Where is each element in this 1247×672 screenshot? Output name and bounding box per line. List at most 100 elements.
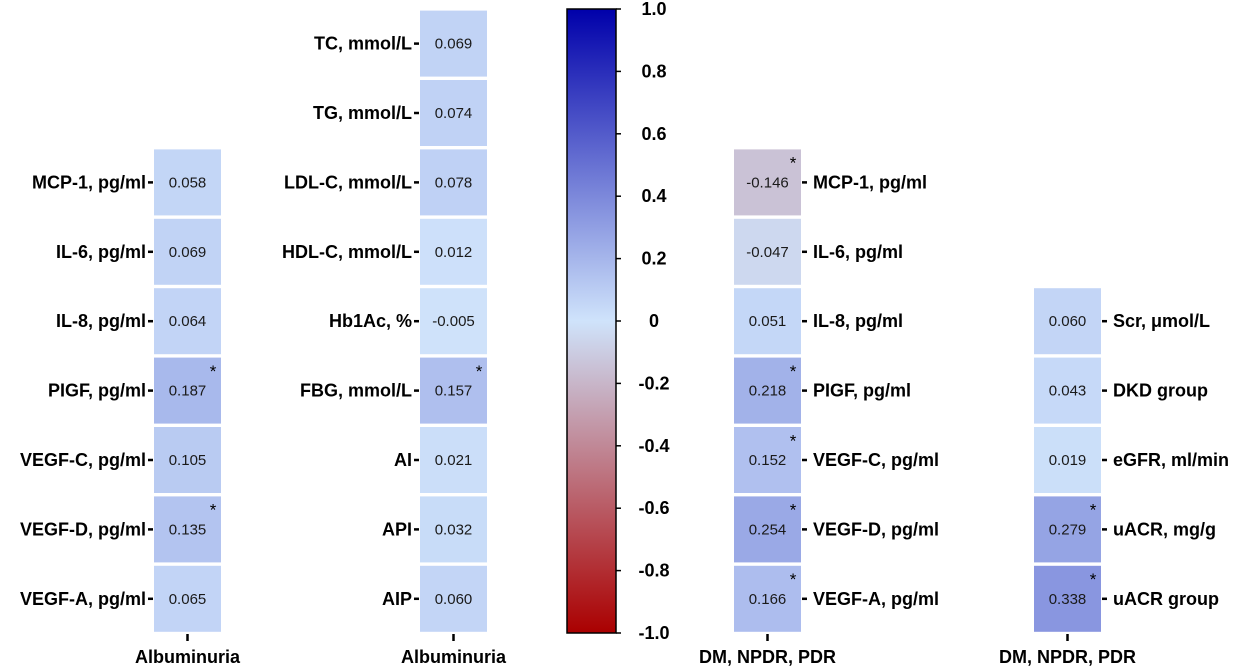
cell-value: 0.019: [1049, 452, 1087, 469]
x-axis-label: DM, NPDR, PDR: [999, 647, 1136, 667]
heatmap-cell: [154, 218, 221, 285]
colorbar-tick-label: 0: [649, 311, 659, 331]
colorbar: 1.0 0.8 0.6 0.4 0.2 0 -0.2 -0.4 -0.6 -0.8 -1.0: [566, 0, 670, 643]
cell-value: 0.279: [1049, 521, 1087, 538]
cell-value: 0.157: [435, 383, 473, 400]
row-label: VEGF-A, pg/ml: [813, 589, 939, 609]
colorbar-tick-label: -1.0: [638, 623, 669, 643]
significance-star: *: [790, 501, 797, 520]
heatmap-cell: [734, 427, 801, 493]
cell-value: 0.021: [435, 452, 473, 469]
row-label: API: [382, 519, 412, 539]
row-label: Hb1Ac, %: [329, 311, 412, 331]
heatmap-cell: [154, 427, 221, 493]
cell-value: 0.060: [1049, 313, 1087, 330]
heatmap-cell: [1034, 357, 1101, 424]
heatmap-cell: [420, 218, 487, 285]
heatmap-cell: [420, 149, 487, 216]
significance-star: *: [790, 570, 797, 589]
significance-star: *: [210, 501, 217, 520]
colorbar-gradient: [566, 8, 617, 634]
cell-value: 0.069: [169, 244, 207, 261]
cell-value: 0.065: [169, 591, 207, 608]
significance-star: *: [790, 362, 797, 381]
cell-value: 0.166: [749, 591, 787, 608]
cell-value: 0.338: [1049, 591, 1087, 608]
heatmap-cell: [1034, 288, 1101, 355]
cell-value: -0.047: [746, 244, 789, 261]
row-label: DKD group: [1113, 381, 1208, 401]
row-label: PIGF, pg/ml: [813, 381, 911, 401]
cell-value: 0.051: [749, 313, 787, 330]
row-label: FBG, mmol/L: [300, 381, 412, 401]
row-label: uACR, mg/g: [1113, 519, 1216, 539]
cell-value: 0.012: [435, 244, 473, 261]
row-label: AI: [394, 450, 412, 470]
row-label: MCP-1, pg/ml: [813, 172, 927, 192]
cell-value: -0.146: [746, 174, 789, 191]
row-label: TG, mmol/L: [313, 103, 412, 123]
row-label: IL-6, pg/ml: [813, 242, 903, 262]
x-axis-label: DM, NPDR, PDR: [699, 647, 836, 667]
heatmap-panel-1: 0.058 MCP-1, pg/ml 0.069 IL-6, pg/ml 0.064 IL…: [20, 149, 241, 667]
colorbar-tick-label: 0.2: [641, 249, 666, 269]
significance-star: *: [210, 362, 217, 381]
cell-value: 0.078: [435, 174, 473, 191]
cell-value: 0.058: [169, 174, 207, 191]
significance-star: *: [790, 154, 797, 173]
heatmap-cell: [154, 288, 221, 355]
cell-value: 0.254: [749, 521, 787, 538]
row-label: VEGF-C, pg/ml: [813, 450, 939, 470]
heatmap-panels: 0.058 MCP-1, pg/ml 0.069 IL-6, pg/ml 0.064 IL…: [20, 10, 1229, 667]
heatmap-cell: [420, 10, 487, 77]
cell-value: 0.218: [749, 383, 787, 400]
cell-value: 0.152: [749, 452, 787, 469]
heatmap-cell: [154, 357, 221, 424]
heatmap-cell: [1034, 496, 1101, 563]
cell-value: 0.105: [169, 452, 207, 469]
row-label: PIGF, pg/ml: [48, 381, 146, 401]
row-label: MCP-1, pg/ml: [32, 172, 146, 192]
heatmap-panel-4: 0.060 Scr, μmol/L 0.043 DKD group 0.019 eGFR,…: [999, 288, 1229, 667]
colorbar-ticks: 1.0 0.8 0.6 0.4 0.2 0 -0.2 -0.4 -0.6 -0.8 -1.0: [616, 0, 670, 643]
colorbar-tick-label: 0.6: [641, 124, 666, 144]
heatmap-cell: [420, 496, 487, 563]
row-label: VEGF-D, pg/ml: [20, 519, 146, 539]
cell-value: 0.135: [169, 521, 207, 538]
heatmap-cell: [420, 288, 487, 355]
heatmap-cell: [154, 149, 221, 216]
row-label: IL-8, pg/ml: [56, 311, 146, 331]
heatmap-panel-2: 0.069 TC, mmol/L 0.074 TG, mmol/L 0.078 LDL-C…: [282, 10, 507, 667]
x-axis-label: Albuminuria: [135, 647, 241, 667]
significance-star: *: [1090, 501, 1097, 520]
significance-star: *: [790, 431, 797, 450]
row-label: VEGF-D, pg/ml: [813, 519, 939, 539]
cell-value: -0.005: [432, 313, 475, 330]
cell-value: 0.064: [169, 313, 207, 330]
row-label: LDL-C, mmol/L: [284, 172, 412, 192]
heatmap-cell: [154, 496, 221, 563]
significance-star: *: [1090, 570, 1097, 589]
row-label: HDL-C, mmol/L: [282, 242, 412, 262]
heatmap-cell: [1034, 427, 1101, 493]
heatmap-cell: [154, 565, 221, 632]
cell-value: 0.043: [1049, 383, 1087, 400]
cell-value: 0.187: [169, 383, 207, 400]
heatmap-cell: [420, 565, 487, 632]
x-axis-label: Albuminuria: [401, 647, 507, 667]
cell-value: 0.032: [435, 521, 473, 538]
cell-value: 0.069: [435, 36, 473, 53]
cell-value: 0.060: [435, 591, 473, 608]
row-label: eGFR, ml/min: [1113, 450, 1229, 470]
colorbar-tick-label: -0.6: [638, 498, 669, 518]
heatmap-cell: [420, 80, 487, 146]
significance-star: *: [476, 362, 483, 381]
heatmap-cell: [1034, 565, 1101, 632]
cell-value: 0.074: [435, 105, 473, 122]
colorbar-tick-label: -0.4: [638, 436, 669, 456]
row-label: Scr, μmol/L: [1113, 311, 1210, 331]
colorbar-tick-label: -0.8: [638, 561, 669, 581]
row-label: AIP: [382, 589, 412, 609]
heatmap-cell: [734, 496, 801, 563]
